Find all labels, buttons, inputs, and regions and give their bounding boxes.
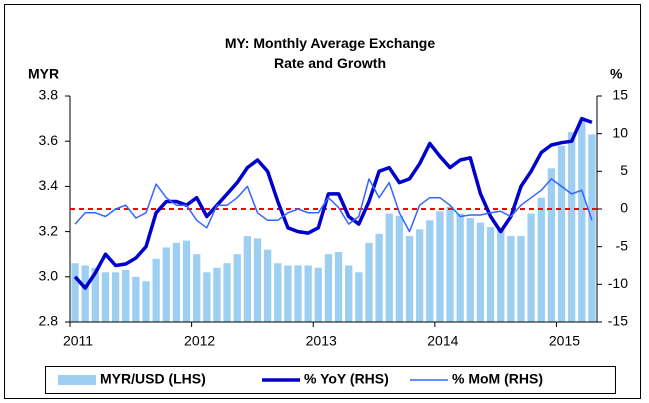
bar xyxy=(426,220,434,322)
bar xyxy=(81,265,89,322)
bar xyxy=(345,265,353,322)
bar xyxy=(182,240,191,322)
bar xyxy=(122,270,130,322)
bar xyxy=(314,267,322,322)
bar xyxy=(233,254,241,322)
bar xyxy=(142,281,150,322)
bar xyxy=(304,265,312,322)
bar xyxy=(527,213,535,322)
bar xyxy=(203,272,211,322)
y2-tick-label: -5 xyxy=(616,237,629,253)
bar xyxy=(284,265,292,322)
line-series xyxy=(73,116,593,290)
bar xyxy=(334,251,343,322)
bar xyxy=(476,222,485,322)
bar xyxy=(517,236,525,322)
bar xyxy=(263,249,272,322)
y-tick-label: 3.0 xyxy=(39,268,59,284)
bar xyxy=(111,272,120,322)
y2-tick-label: -10 xyxy=(608,275,628,291)
chart-border xyxy=(4,4,641,399)
bar xyxy=(132,276,140,322)
bar xyxy=(547,168,556,322)
bar xyxy=(375,233,383,322)
bar xyxy=(172,242,181,322)
y-tick-label: 3.8 xyxy=(39,87,59,103)
y2-tick-label: 0 xyxy=(620,200,628,216)
y-tick-label: 2.8 xyxy=(39,313,59,329)
x-tick-label: 2012 xyxy=(184,333,215,349)
y2-tick-label: 5 xyxy=(620,162,628,178)
x-tick-label: 2011 xyxy=(63,333,93,349)
bar xyxy=(578,120,586,322)
y2-tick-label: 10 xyxy=(612,124,628,140)
legend-label: % YoY (RHS) xyxy=(304,371,389,387)
bar xyxy=(557,145,566,322)
bar xyxy=(446,206,454,322)
bar xyxy=(101,272,110,322)
y2-tick-label: 15 xyxy=(612,87,628,103)
y2-axis-label: % xyxy=(610,66,623,82)
bar xyxy=(365,242,373,322)
bar xyxy=(466,218,474,322)
bar xyxy=(507,236,515,322)
legend-swatch xyxy=(58,375,96,385)
bar xyxy=(385,213,393,322)
bar xyxy=(436,211,444,322)
bar xyxy=(162,247,170,322)
bar xyxy=(568,132,576,322)
bar xyxy=(405,236,414,322)
bar xyxy=(395,215,404,322)
chart-title: MY: Monthly Average Exchange Rate and Gro… xyxy=(225,35,436,71)
x-tick-label: 2013 xyxy=(306,333,337,349)
bar xyxy=(253,238,262,322)
bar xyxy=(274,263,282,322)
bar xyxy=(294,265,302,322)
bar xyxy=(213,267,221,322)
bar xyxy=(223,263,231,322)
y-tick-label: 3.4 xyxy=(39,177,59,193)
bar xyxy=(486,227,495,322)
y-tick-label: 3.2 xyxy=(39,222,59,238)
bar xyxy=(243,236,252,322)
y2-tick-label: -15 xyxy=(608,313,628,329)
bar xyxy=(193,254,201,322)
bar xyxy=(537,197,545,322)
bar xyxy=(588,134,596,322)
y-tick-label: 3.6 xyxy=(39,132,59,148)
bar xyxy=(497,229,505,322)
x-tick-label: 2015 xyxy=(549,333,580,349)
bar xyxy=(71,263,79,322)
bar xyxy=(91,267,99,322)
line-series xyxy=(74,178,593,233)
legend-label: MYR/USD (LHS) xyxy=(100,371,206,387)
bar xyxy=(415,229,424,322)
legend-box xyxy=(45,366,616,394)
x-tick-label: 2014 xyxy=(427,333,458,349)
bar xyxy=(152,258,160,322)
legend-label: % MoM (RHS) xyxy=(452,371,543,387)
y-axis-label: MYR xyxy=(28,66,59,82)
bar xyxy=(355,272,363,322)
bar xyxy=(456,213,464,322)
bar xyxy=(324,254,333,322)
